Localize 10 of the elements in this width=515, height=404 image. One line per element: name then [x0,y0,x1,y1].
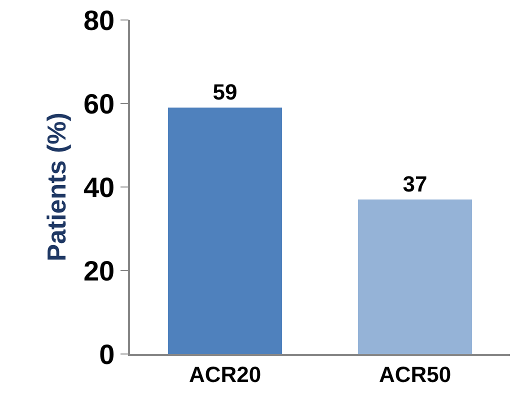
y-tick-label: 40 [83,172,115,203]
x-tick-label: ACR20 [188,362,262,388]
y-tick-label: 20 [83,255,115,286]
y-axis-title: Patients (%) [41,112,72,262]
y-tick-label: 0 [99,338,115,370]
x-tick-label: ACR50 [378,362,452,388]
data-label: 59 [212,80,238,105]
y-tick-label: 80 [83,4,115,36]
data-label: 37 [402,172,428,197]
y-tick-label: 60 [83,88,115,120]
